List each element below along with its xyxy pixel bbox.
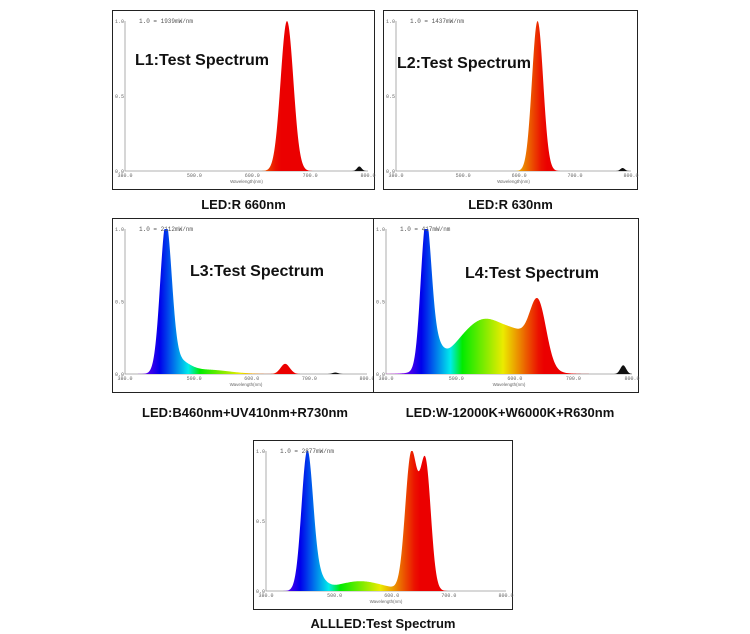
caption-l1: LED:R 660nm: [201, 197, 286, 212]
y-tick-label: 0.5: [376, 300, 385, 306]
x-tick-label: 500.0: [327, 593, 342, 599]
x-tick-label: 600.0: [512, 173, 527, 179]
y-tick-label: 0.5: [386, 94, 395, 100]
scale-label: 1.0 = 1939mW/nm: [139, 18, 193, 25]
panel-title-l1: L1:Test Spectrum: [135, 52, 269, 69]
spectrum-panel-l1: 1.0 = 1939mW/nm 1.0 0.5 0.0 380.0 500.0 600.0 7…: [112, 10, 376, 190]
spectrum-area: [125, 229, 367, 374]
spectrum-panel-l2: 1.0 = 1437mW/nm 1.0 0.5 0.0 380.0 500.0 600.0 7…: [383, 10, 639, 190]
y-tick-label: 1.0: [115, 227, 124, 233]
x-tick-label: 380.0: [117, 173, 132, 179]
x-tick-label: 380.0: [117, 376, 132, 382]
x-tick-label: 800.0: [623, 173, 638, 179]
spectrum-tail: [326, 372, 344, 374]
x-tick-label: 700.0: [303, 173, 318, 179]
y-tick-label: 1.0: [115, 19, 124, 25]
x-axis-label: Wavelength(nm): [370, 599, 403, 604]
y-tick-label: 0.0: [115, 372, 124, 378]
x-tick-label: 800.0: [624, 376, 639, 382]
plot-axis: [395, 21, 631, 172]
y-tick-label: 0.5: [256, 519, 265, 525]
scale-label: 1.0 = 2877mW/nm: [280, 448, 334, 455]
x-axis-label: Wavelength(nm): [497, 179, 530, 184]
x-tick-label: 600.0: [244, 376, 259, 382]
y-tick-label: 0.5: [115, 300, 124, 306]
scale-label: 1.0 = 417mW/nm: [400, 226, 451, 233]
spectrum-tail: [352, 166, 367, 171]
spectrum-area: [125, 21, 368, 171]
spectrum-area: [386, 229, 632, 374]
x-tick-label: 500.0: [187, 173, 202, 179]
caption-l2: LED:R 630nm: [468, 197, 553, 212]
x-tick-label: 800.0: [360, 173, 375, 179]
spectrum-tail: [615, 168, 630, 171]
spectrum-area: [396, 21, 631, 171]
scale-label: 1.0 = 2112mW/nm: [139, 226, 193, 233]
y-tick-label: 0.0: [376, 372, 385, 378]
panel-title-l3: L3:Test Spectrum: [190, 263, 324, 280]
panel-title-l2: L2:Test Spectrum: [397, 55, 531, 72]
x-tick-label: 500.0: [449, 376, 464, 382]
spectrum-area: [266, 451, 506, 591]
y-tick-label: 0.0: [115, 169, 124, 175]
x-tick-label: 600.0: [245, 173, 260, 179]
y-tick-label: 0.0: [386, 169, 395, 175]
x-tick-label: 700.0: [568, 173, 583, 179]
spectrum-panel-l3: 1.0 = 2112mW/nm 1.0 0.5 0.0 380.0 500.0 600.0 7…: [112, 218, 375, 393]
x-tick-label: 380.0: [388, 173, 403, 179]
x-tick-label: 600.0: [384, 593, 399, 599]
x-tick-label: 380.0: [258, 593, 273, 599]
y-tick-label: 0.5: [115, 94, 124, 100]
x-tick-label: 600.0: [507, 376, 522, 382]
x-tick-label: 800.0: [498, 593, 513, 599]
y-tick-label: 1.0: [376, 227, 385, 233]
spectrum-tail: [614, 365, 632, 374]
x-tick-label: 700.0: [566, 376, 581, 382]
spectrum-panel-all: 1.0 = 2877mW/nm 1.0 0.5 0.0 380.0 500.0 600.0 7…: [253, 440, 514, 610]
y-tick-label: 1.0: [256, 449, 265, 455]
x-tick-label: 500.0: [456, 173, 471, 179]
plot-axis: [124, 21, 368, 172]
scale-label: 1.0 = 1437mW/nm: [410, 18, 464, 25]
caption-l3: LED:B460nm+UV410nm+R730nm: [142, 405, 348, 420]
x-tick-label: 800.0: [359, 376, 374, 382]
x-tick-label: 700.0: [302, 376, 317, 382]
x-axis-label: Wavelength(nm): [493, 382, 526, 387]
y-tick-label: 1.0: [386, 19, 395, 25]
y-tick-label: 0.0: [256, 589, 265, 595]
x-axis-label: Wavelength(nm): [230, 382, 263, 387]
x-tick-label: 380.0: [378, 376, 393, 382]
caption-all: ALLLED:Test Spectrum: [310, 616, 456, 631]
x-tick-label: 500.0: [187, 376, 202, 382]
spectrum-panel-l4: 1.0 = 417mW/nm 1.0 0.5 0.0 380.0 500.0 600.0 70…: [373, 218, 640, 393]
x-tick-label: 700.0: [441, 593, 456, 599]
x-axis-label: Wavelength(nm): [230, 179, 263, 184]
caption-l4: LED:W-12000K+W6000K+R630nm: [405, 405, 615, 420]
panel-title-l4: L4:Test Spectrum: [465, 265, 599, 282]
